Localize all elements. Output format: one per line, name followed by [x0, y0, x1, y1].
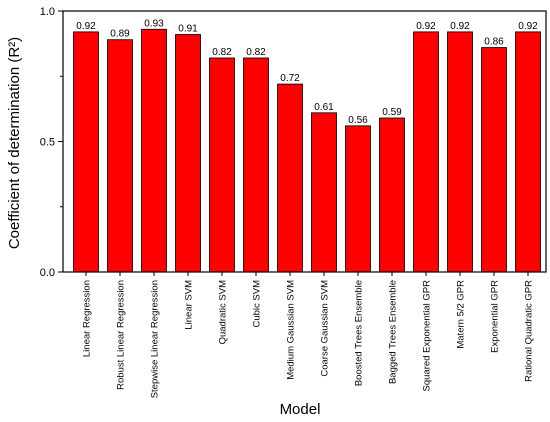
data-label: 0.59 [382, 107, 402, 118]
bar [311, 112, 337, 273]
x-tick-label: Coarse Gaussian SVM [320, 280, 331, 377]
bar [243, 57, 269, 273]
data-label: 0.92 [416, 21, 436, 32]
bar [413, 31, 439, 273]
x-tick-label: Linear SVM [184, 280, 195, 330]
x-tick-label: Matern 5/2 GPR [456, 280, 467, 349]
data-label: 0.82 [246, 47, 266, 58]
data-label: 0.56 [348, 115, 368, 126]
data-label: 0.72 [280, 73, 300, 84]
data-label: 0.89 [110, 29, 130, 40]
x-tick-label: Medium Gaussian SVM [286, 280, 297, 380]
bar [73, 31, 99, 273]
data-label: 0.86 [484, 37, 504, 48]
bar [141, 28, 167, 273]
data-label: 0.61 [314, 102, 334, 113]
x-tick-label: Squared Exponential GPR [422, 280, 433, 392]
x-tick-label: Linear Regression [82, 280, 93, 357]
y-tick-label: 0.0 [40, 267, 55, 279]
bars-layer [73, 28, 541, 273]
bar [277, 83, 303, 273]
x-axis-title: Model [280, 401, 321, 418]
x-tick-label: Quadratic SVM [218, 280, 229, 344]
bar [107, 39, 133, 273]
data-labels-layer: 0.92 0.89 0.93 0.91 0.82 0.82 0.72 0.61 0.56 0.59… [76, 18, 538, 126]
x-tick-label: Cubic SVM [252, 280, 263, 328]
y-tick-label: 0.5 [40, 137, 55, 149]
data-label: 0.91 [178, 23, 198, 34]
axes-layer: Linear Regression Robust Linear Regressio… [40, 6, 547, 398]
x-tick-label: Robust Linear Regression [116, 280, 127, 390]
data-label: 0.92 [450, 21, 470, 32]
bar [345, 125, 371, 273]
y-tick-label: 1.0 [40, 6, 55, 18]
bar [379, 117, 405, 273]
bar [515, 31, 541, 273]
bar [209, 57, 235, 273]
bar [447, 31, 473, 273]
bar [175, 34, 201, 273]
data-label: 0.92 [76, 21, 96, 32]
data-label: 0.92 [518, 21, 538, 32]
x-tick-label: Stepwise Linear Regression [150, 280, 161, 398]
x-tick-label: Boosted Trees Ensemble [354, 280, 365, 386]
bar [481, 47, 507, 273]
x-tick-label: Bagged Trees Ensemble [388, 280, 399, 384]
plot-frame [62, 10, 547, 273]
y-axis-title: Coefficient of determination (R²) [6, 37, 23, 249]
data-label: 0.82 [212, 47, 232, 58]
x-tick-label: Rational Quadratic GPR [524, 280, 535, 382]
data-label: 0.93 [144, 18, 164, 29]
x-tick-label: Exponential GPR [490, 280, 501, 353]
